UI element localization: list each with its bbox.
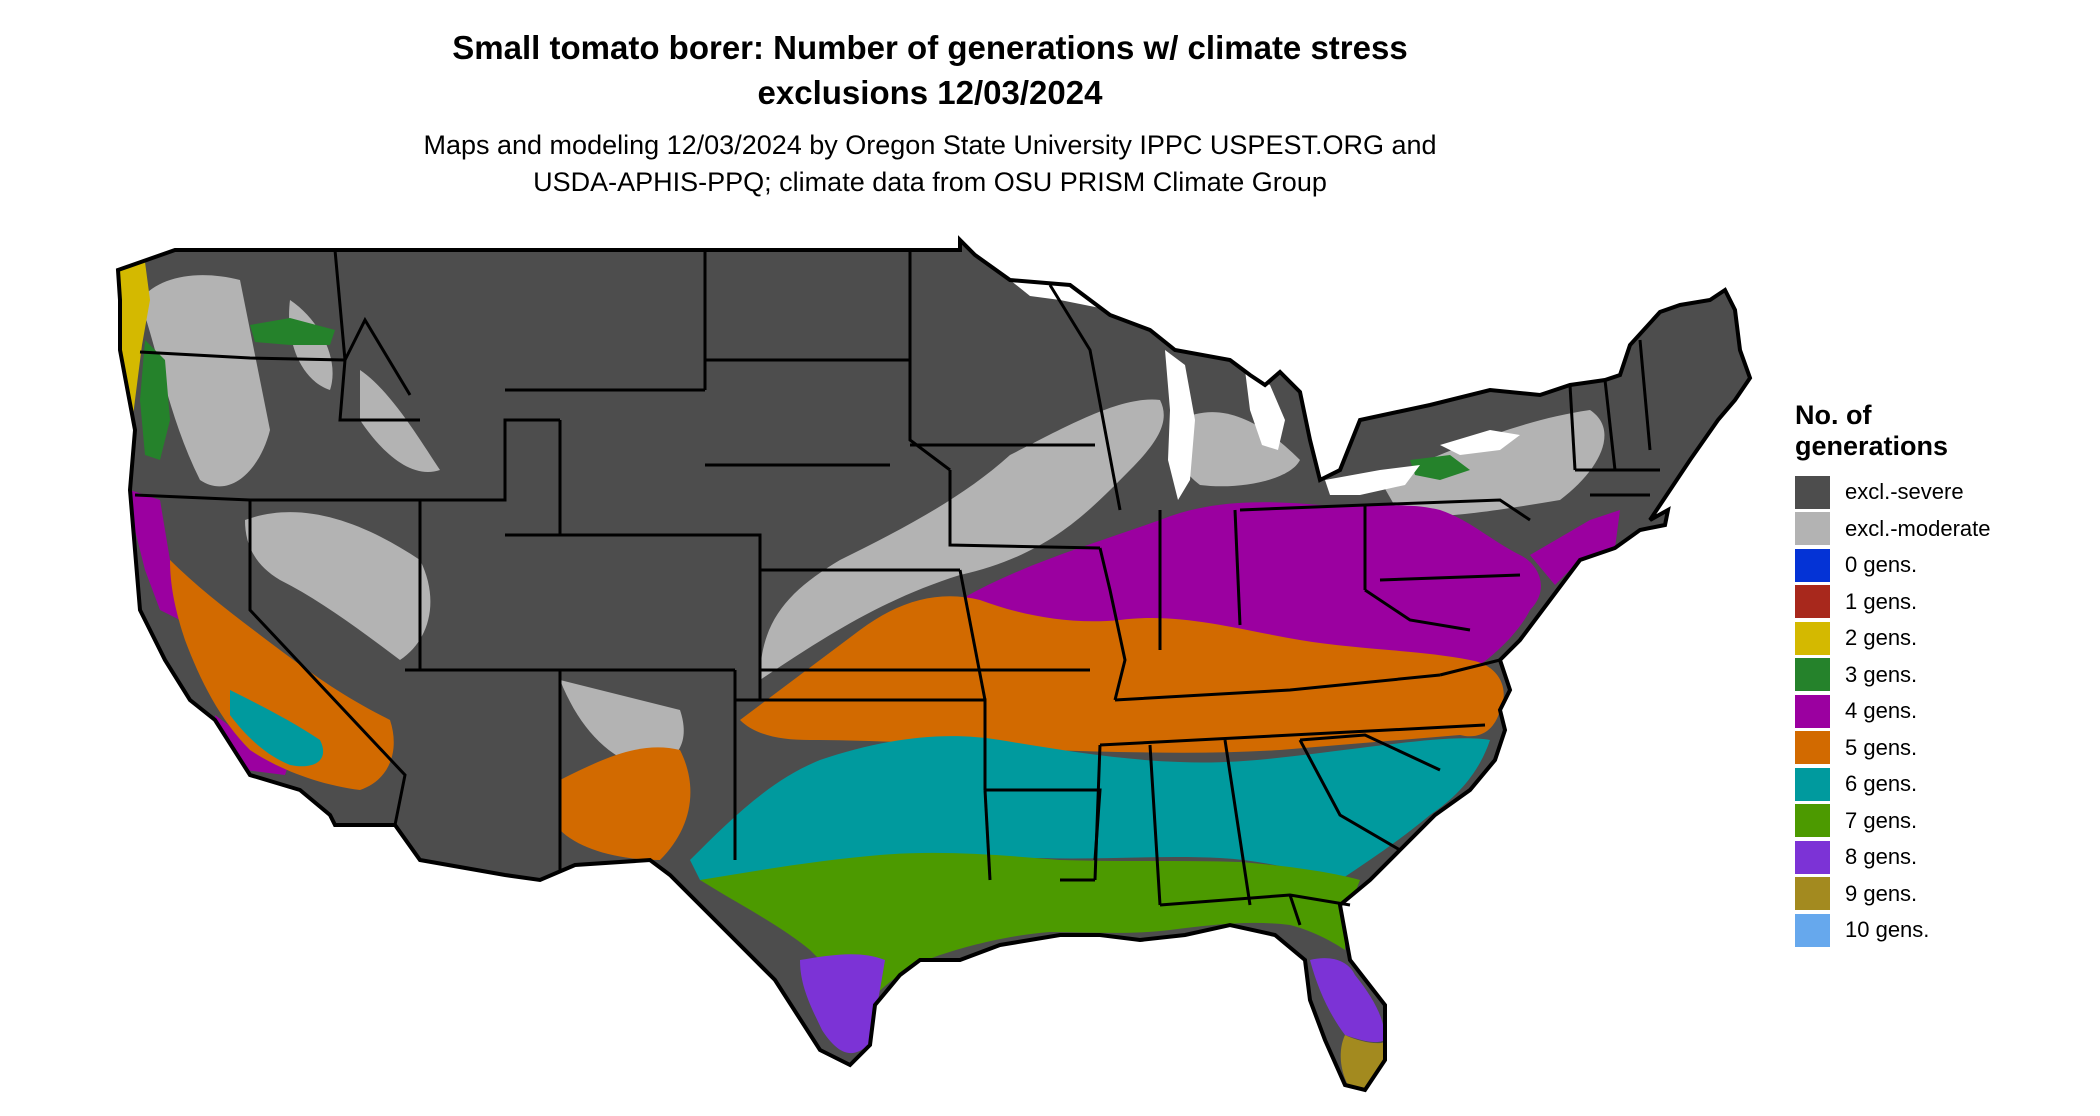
legend-swatch <box>1795 658 1830 692</box>
legend-label: 0 gens. <box>1845 552 1918 578</box>
legend-item: excl.-moderate <box>1795 511 2085 548</box>
legend-label: excl.-severe <box>1845 479 1964 505</box>
legend-item: 9 gens. <box>1795 876 2085 913</box>
legend-swatch <box>1795 840 1830 874</box>
map-title-line-1: Small tomato borer: Number of generation… <box>452 29 1408 66</box>
state-borders <box>115 235 1753 1093</box>
legend-swatch <box>1795 877 1830 911</box>
map-title-line-2: exclusions 12/03/2024 <box>757 74 1103 111</box>
legend-label: 1 gens. <box>1845 588 1918 614</box>
legend-item: 10 gens. <box>1795 912 2085 949</box>
legend-item: 1 gens. <box>1795 584 2085 621</box>
zone-5-gens-west <box>170 560 394 790</box>
map-subtitle-line-1: Maps and modeling 12/03/2024 by Oregon S… <box>423 130 1437 160</box>
legend-item: 3 gens. <box>1795 657 2085 694</box>
legend-swatch <box>1795 913 1830 947</box>
legend-label: 9 gens. <box>1845 880 1918 906</box>
legend-swatch <box>1795 512 1830 546</box>
us-outline <box>115 235 1753 1093</box>
legend-item: excl.-severe <box>1795 474 2085 511</box>
zone-6-gens-west <box>230 690 324 767</box>
legend-swatch <box>1795 585 1830 619</box>
legend-swatch <box>1795 694 1830 728</box>
legend-swatch <box>1795 767 1830 801</box>
legend-label: 3 gens. <box>1845 661 1918 687</box>
legend-swatch <box>1795 731 1830 765</box>
legend-label: 2 gens. <box>1845 625 1918 651</box>
map-legend: No. of generations excl.-severe excl.-mod… <box>1795 400 2085 949</box>
legend-swatch <box>1795 621 1830 655</box>
legend-item: 4 gens. <box>1795 693 2085 730</box>
legend-item: 7 gens. <box>1795 803 2085 840</box>
zone-8-gens-florida <box>1310 958 1385 1043</box>
legend-swatch <box>1795 548 1830 582</box>
legend-label: 6 gens. <box>1845 771 1918 797</box>
legend-item: 5 gens. <box>1795 730 2085 767</box>
map-subtitle-line-2: USDA-APHIS-PPQ; climate data from OSU PR… <box>533 167 1327 197</box>
zone-8-gens-texas <box>800 954 885 1054</box>
legend-title-line-2: generations <box>1795 431 1949 461</box>
legend-label: excl.-moderate <box>1845 515 1991 541</box>
zone-3-gens <box>140 318 1470 535</box>
legend-item: 2 gens. <box>1795 620 2085 657</box>
legend-swatch <box>1795 475 1830 509</box>
legend-item: 8 gens. <box>1795 839 2085 876</box>
legend-label: 8 gens. <box>1845 844 1918 870</box>
legend-swatch <box>1795 804 1830 838</box>
zone-9-gens <box>1340 1035 1385 1090</box>
legend-item: 0 gens. <box>1795 547 2085 584</box>
legend-label: 7 gens. <box>1845 807 1918 833</box>
legend-label: 5 gens. <box>1845 734 1918 760</box>
legend-item: 6 gens. <box>1795 766 2085 803</box>
legend-label: 10 gens. <box>1845 917 1930 943</box>
legend-items: excl.-severe excl.-moderate 0 gens. 1 gens.… <box>1795 474 2085 949</box>
legend-title: No. of generations <box>1795 400 2085 462</box>
legend-label: 4 gens. <box>1845 698 1918 724</box>
zone-6-gens <box>690 736 1490 882</box>
legend-title-line-1: No. of <box>1795 400 1872 430</box>
zone-5-gens-sw <box>560 747 691 860</box>
